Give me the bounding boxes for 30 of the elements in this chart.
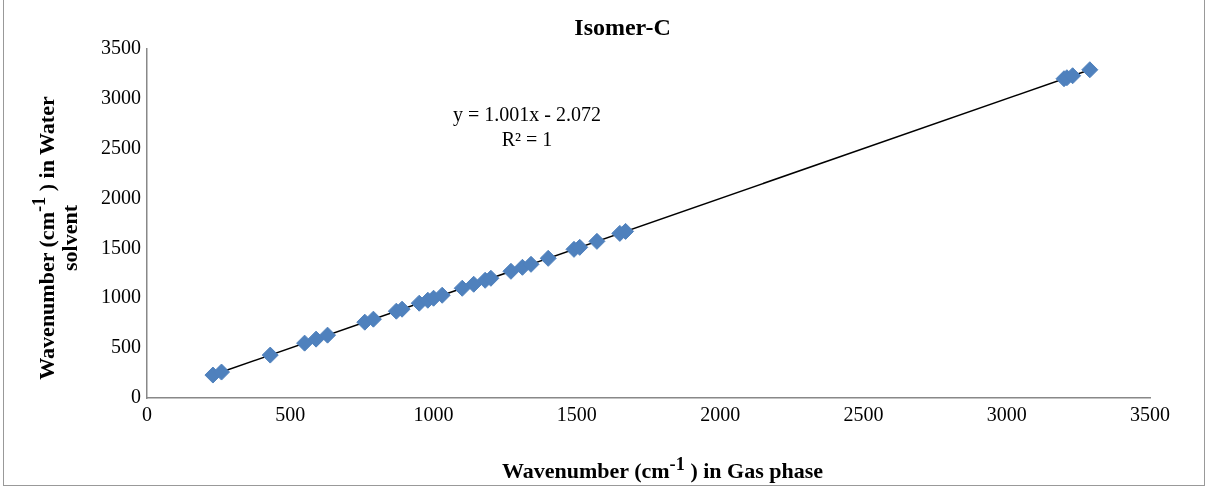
point [1081,61,1099,79]
point [588,232,606,250]
y-tick-label: 500 [111,335,141,358]
point [213,363,231,381]
annotation: y = 1.001x - 2.072 [453,103,601,127]
point [319,326,337,344]
y-tick-label: 0 [131,385,141,408]
point [453,279,471,297]
point [261,346,279,364]
y-tick-label: 3500 [101,36,141,59]
point [539,249,557,267]
x-tick-label: 3000 [986,403,1027,426]
y-tick-label: 1000 [101,285,141,308]
point [296,334,314,352]
annotation: R² = 1 [501,128,553,151]
x-axis-title: Wavenumber (cm$^{-1}$ ) in Gas phase [500,453,825,484]
x-tick-label: 500 [275,403,306,426]
y-tick-label: 3000 [101,85,141,108]
y-tick-label: 2500 [101,135,141,158]
x-tick-label: 1500 [556,403,597,426]
x-tick-label: 1000 [413,403,454,426]
y-tick-label: 2000 [101,185,141,208]
x-tick-label: 2000 [700,403,741,426]
chart-title: Isomer-C [574,13,671,40]
y-tick-label: 1500 [101,235,141,258]
point [502,262,520,280]
point [307,330,325,348]
x-tick-label: 3500 [1130,403,1170,426]
x-tick-label: 2500 [843,403,884,426]
point [465,275,483,293]
